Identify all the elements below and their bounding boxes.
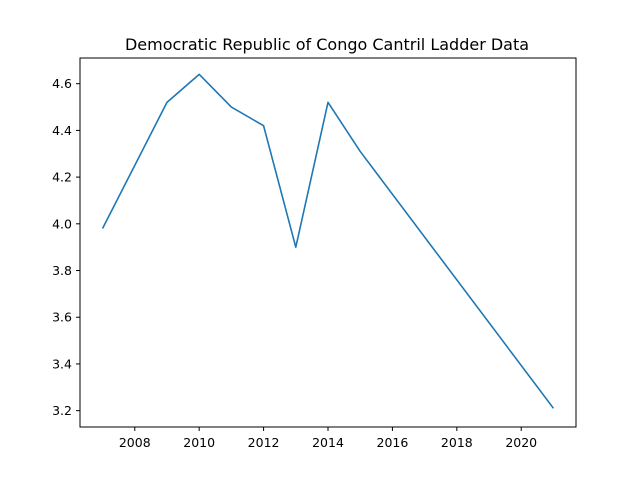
- series-line: [101, 73, 555, 409]
- plot-frame: [79, 57, 577, 428]
- plot-area: 2008 2010 2012 2014 2016 2018 2020 3.23.43.63.…: [52, 57, 577, 450]
- x-axis: 2008 2010 2012 2014 2016 2018 2020: [119, 427, 537, 450]
- y-tick-label: 4.6: [52, 76, 72, 91]
- y-tick-label: 4.4: [52, 123, 72, 138]
- y-tick-label: 3.2: [52, 403, 72, 418]
- x-tick-label: 2010: [183, 435, 215, 450]
- x-tick-label: 2008: [119, 435, 151, 450]
- series-group: [101, 73, 555, 409]
- y-tick-label: 4.0: [52, 216, 72, 231]
- chart-title: Democratic Republic of Congo Cantril Lad…: [125, 35, 529, 54]
- x-tick-label: 2020: [505, 435, 537, 450]
- x-tick-label: 2012: [248, 435, 280, 450]
- y-tick-label: 3.6: [52, 310, 72, 325]
- y-tick-label: 4.2: [52, 170, 72, 185]
- y-axis: 3.2 3.4 3.6 3.8 4.0 4.2 4.4 4.6: [52, 76, 80, 418]
- x-tick-label: 2018: [441, 435, 473, 450]
- x-tick-label: 2014: [312, 435, 344, 450]
- y-tick-label: 3.8: [52, 263, 72, 278]
- x-tick-label: 2016: [377, 435, 409, 450]
- y-tick-label: 3.4: [52, 356, 72, 371]
